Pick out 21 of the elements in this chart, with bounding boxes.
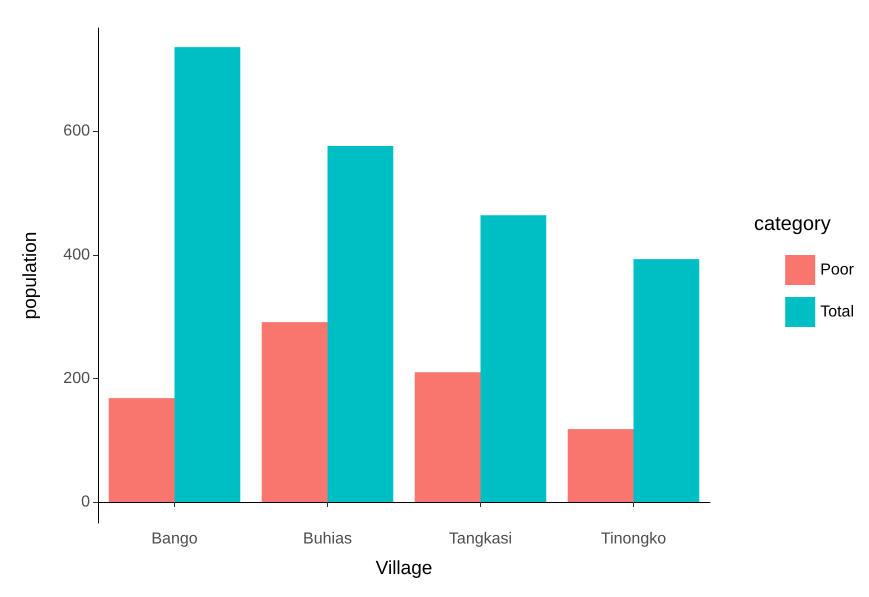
y-tick-label: 0 xyxy=(81,493,90,510)
bar xyxy=(568,429,634,502)
x-tick-label: Buhias xyxy=(303,530,352,548)
bar xyxy=(414,372,480,502)
bar xyxy=(328,146,394,502)
bar xyxy=(634,259,700,502)
y-tick-label: 400 xyxy=(63,246,90,264)
y-tick-label: 200 xyxy=(63,370,90,387)
x-tick-label: Tinongko xyxy=(600,530,666,548)
bar xyxy=(480,215,546,502)
legend-label: Poor xyxy=(820,262,855,278)
bar xyxy=(108,398,174,502)
x-tick-label: Bango xyxy=(151,530,198,548)
x-axis-title: Village xyxy=(376,558,432,579)
legend-title: category xyxy=(754,213,831,235)
bar xyxy=(262,322,328,502)
y-tick-label: 600 xyxy=(63,122,90,140)
x-tick-label: Tangkasi xyxy=(448,530,512,548)
bar xyxy=(174,47,240,502)
y-axis-title: population xyxy=(20,232,41,320)
legend-label: Total xyxy=(820,304,854,320)
